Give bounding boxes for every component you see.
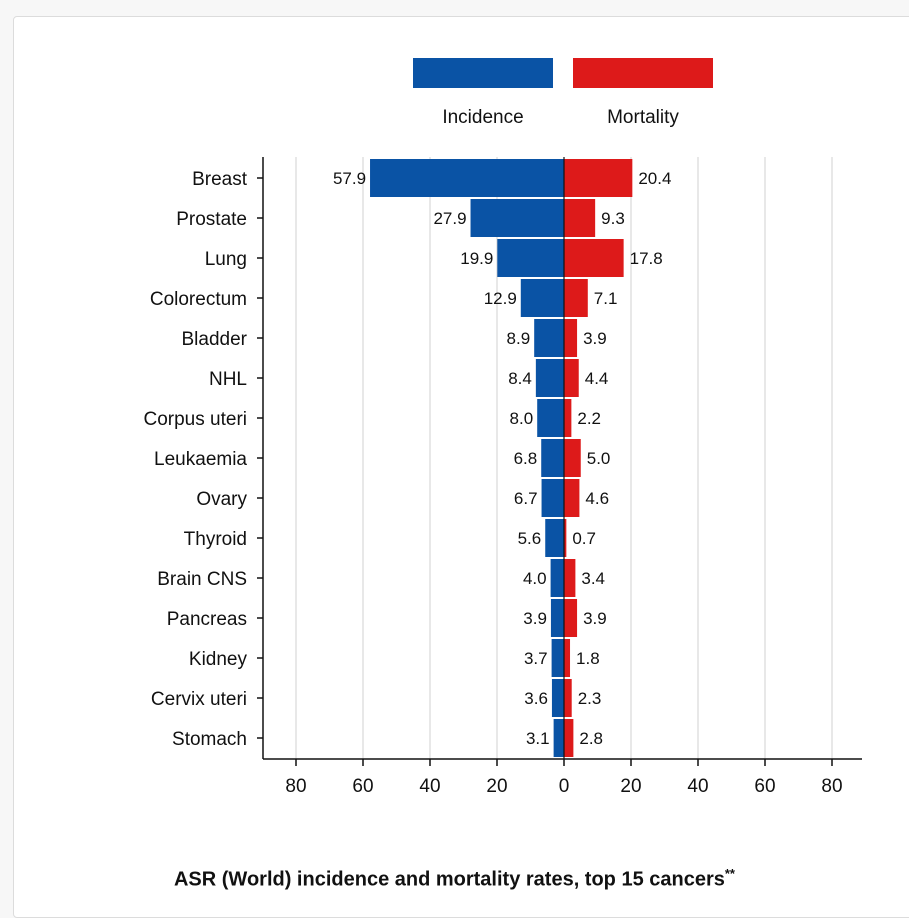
bar-incidence	[545, 519, 564, 557]
value-label-mortality: 4.6	[585, 489, 609, 508]
value-label-incidence: 3.6	[524, 689, 548, 708]
legend-swatch-mortality	[573, 58, 713, 88]
value-label-mortality: 2.8	[579, 729, 603, 748]
bar-mortality	[564, 199, 596, 237]
x-tick-label: 20	[486, 776, 507, 797]
x-tick-label: 40	[687, 776, 708, 797]
category-label: Colorectum	[150, 289, 247, 310]
value-label-mortality: 9.3	[601, 209, 625, 228]
legend-label-mortality: Mortality	[607, 107, 679, 128]
bars	[370, 159, 633, 757]
value-label-incidence: 6.7	[514, 489, 538, 508]
bar-mortality	[564, 399, 572, 437]
value-label-incidence: 12.9	[484, 289, 517, 308]
bar-incidence	[535, 359, 564, 397]
chart-title-marker: **	[724, 866, 735, 881]
value-label-incidence: 3.7	[524, 649, 548, 668]
category-label: Brain CNS	[157, 569, 247, 590]
category-label: Corpus uteri	[144, 409, 248, 430]
bar-mortality	[564, 519, 567, 557]
x-tick-label: 20	[620, 776, 641, 797]
category-label: Kidney	[189, 649, 248, 670]
legend: Incidence Mortality	[413, 58, 713, 128]
chart-title: ASR (World) incidence and mortality rate…	[0, 866, 909, 892]
value-label-incidence: 3.9	[523, 609, 547, 628]
value-label-incidence: 5.6	[518, 529, 542, 548]
category-label: Pancreas	[167, 609, 247, 630]
category-label: Prostate	[176, 209, 247, 230]
bar-incidence	[551, 639, 564, 677]
value-label-mortality: 3.9	[583, 609, 607, 628]
bar-mortality	[564, 279, 588, 317]
bar-incidence	[550, 559, 564, 597]
bar-incidence	[470, 199, 564, 237]
category-label: NHL	[209, 369, 247, 390]
chart-title-text: ASR (World) incidence and mortality rate…	[173, 868, 725, 891]
value-label-incidence: 8.0	[510, 409, 534, 428]
x-tick-label: 60	[754, 776, 775, 797]
value-label-mortality: 3.4	[581, 569, 605, 588]
x-tick-label: 0	[559, 776, 570, 797]
labels: 57.9 20.4 Breast 27.9 9.3 Prostate 19.9 17.8 Lun…	[144, 169, 843, 797]
value-label-mortality: 1.8	[576, 649, 600, 668]
value-label-mortality: 2.2	[577, 409, 601, 428]
value-label-incidence: 8.4	[508, 369, 532, 388]
category-label: Thyroid	[184, 529, 247, 550]
value-label-mortality: 3.9	[583, 329, 607, 348]
category-label: Stomach	[172, 729, 247, 750]
bar-incidence	[370, 159, 564, 197]
bar-mortality	[564, 479, 580, 517]
bar-incidence	[551, 679, 564, 717]
bar-mortality	[564, 239, 624, 277]
value-label-incidence: 27.9	[433, 209, 466, 228]
x-tick-label: 80	[821, 776, 842, 797]
bar-incidence	[541, 479, 564, 517]
value-label-incidence: 4.0	[523, 569, 547, 588]
category-label: Cervix uteri	[151, 689, 247, 710]
value-label-mortality: 2.3	[578, 689, 602, 708]
bar-mortality	[564, 599, 578, 637]
category-label: Ovary	[196, 489, 247, 510]
value-label-incidence: 57.9	[333, 169, 366, 188]
bar-mortality	[564, 439, 581, 477]
category-label: Lung	[205, 249, 247, 270]
gridlines	[295, 157, 833, 759]
legend-label-incidence: Incidence	[442, 107, 523, 128]
value-label-mortality: 0.7	[572, 529, 596, 548]
bar-mortality	[564, 639, 571, 677]
value-label-incidence: 8.9	[507, 329, 531, 348]
value-label-incidence: 3.1	[526, 729, 550, 748]
bar-incidence	[537, 399, 564, 437]
x-tick-label: 80	[285, 776, 306, 797]
category-label: Leukaemia	[154, 449, 247, 470]
value-label-incidence: 6.8	[514, 449, 538, 468]
x-tick-label: 60	[352, 776, 373, 797]
bar-incidence	[497, 239, 564, 277]
axes	[257, 157, 862, 766]
bar-mortality	[564, 359, 579, 397]
bar-mortality	[564, 159, 633, 197]
category-label: Breast	[192, 169, 248, 190]
value-label-mortality: 5.0	[587, 449, 611, 468]
value-label-mortality: 20.4	[638, 169, 671, 188]
bar-mortality	[564, 679, 572, 717]
bar-incidence	[541, 439, 564, 477]
bar-incidence	[550, 599, 564, 637]
value-label-incidence: 19.9	[460, 249, 493, 268]
bar-incidence	[534, 319, 564, 357]
value-label-mortality: 4.4	[585, 369, 609, 388]
bar-incidence	[520, 279, 564, 317]
bar-mortality	[564, 319, 578, 357]
bar-mortality	[564, 559, 576, 597]
bar-incidence	[553, 719, 564, 757]
bar-mortality	[564, 719, 574, 757]
value-label-mortality: 17.8	[630, 249, 663, 268]
x-tick-label: 40	[419, 776, 440, 797]
legend-swatch-incidence	[413, 58, 553, 88]
category-label: Bladder	[182, 329, 248, 350]
value-label-mortality: 7.1	[594, 289, 618, 308]
